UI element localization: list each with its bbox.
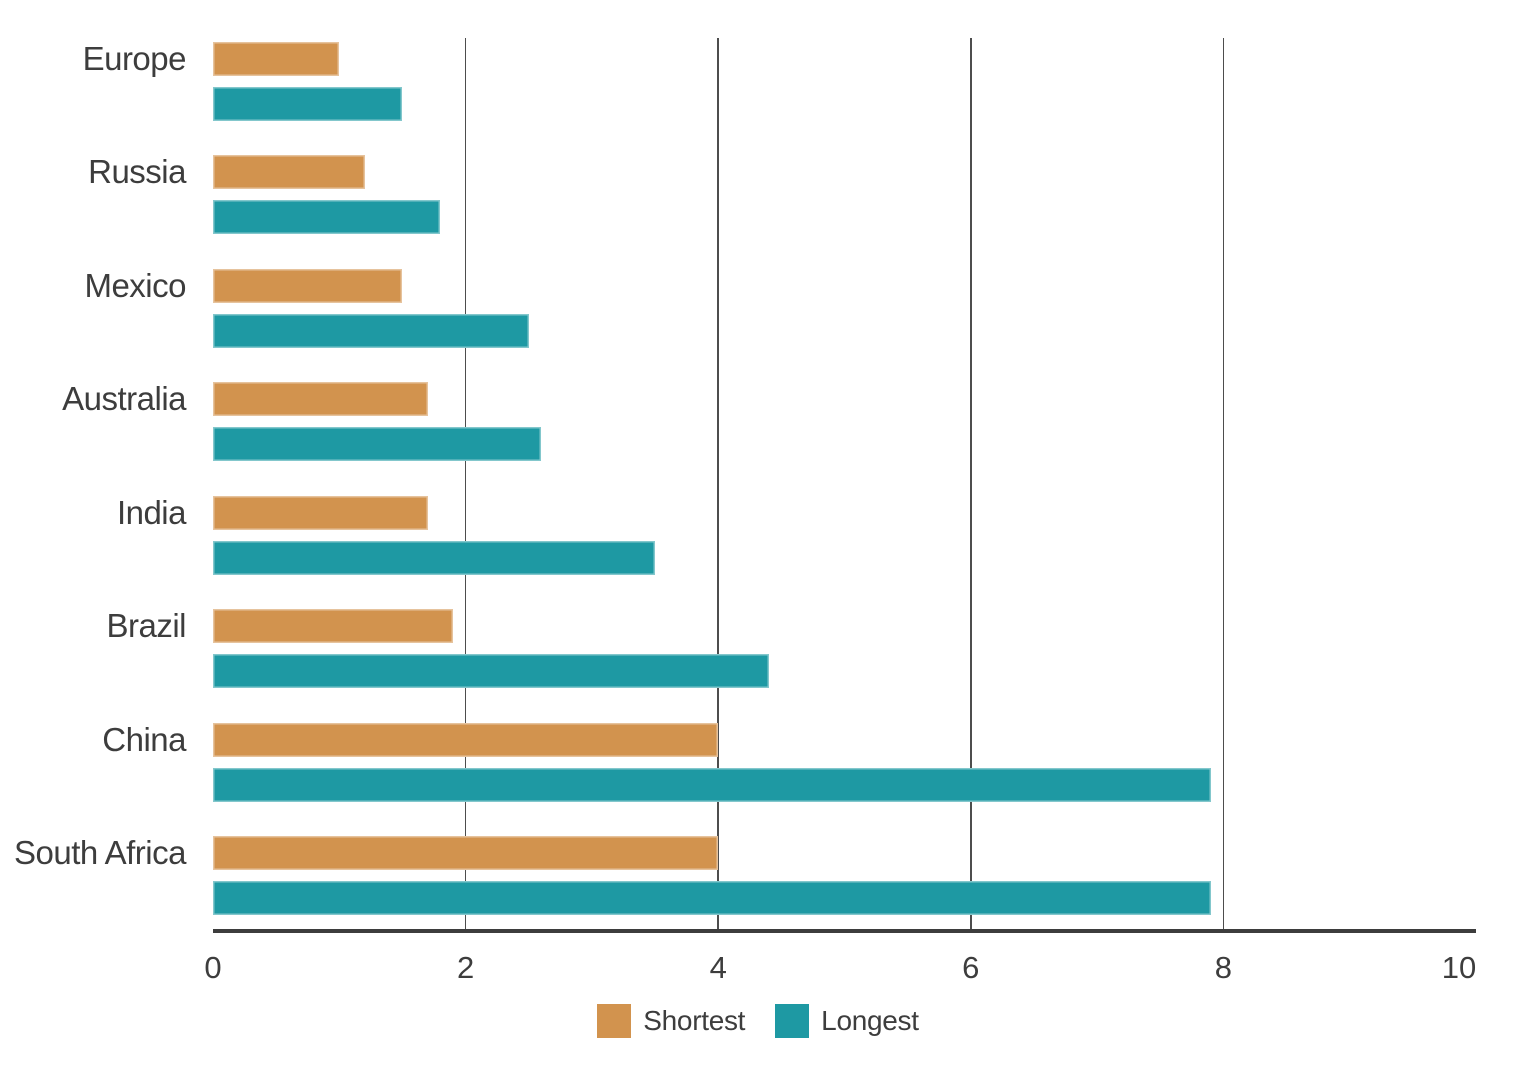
legend: Shortest Longest (0, 1004, 1516, 1038)
gridline-8 (1222, 38, 1225, 929)
x-tick-label-0: 0 (204, 950, 222, 985)
category-label-india: India (116, 493, 187, 531)
legend-label-longest: Longest (821, 1005, 919, 1036)
bar-europe-longest (213, 87, 403, 121)
category-label-mexico: Mexico (84, 266, 186, 304)
gridline-6 (970, 38, 972, 929)
x-tick-label-4: 4 (709, 950, 727, 985)
bar-australia-longest (213, 427, 542, 462)
gridline-4 (717, 38, 719, 929)
legend-swatch-shortest (597, 1004, 632, 1038)
bar-brazil-shortest (213, 609, 453, 644)
x-tick-label-8: 8 (1214, 950, 1233, 985)
bar-brazil-longest (213, 654, 769, 689)
category-label-europe: Europe (82, 40, 187, 77)
bar-europe-shortest (213, 42, 340, 76)
x-tick-label-10: 10 (1441, 950, 1477, 985)
bar-india-shortest (213, 495, 428, 530)
bar-india-longest (213, 540, 656, 575)
bar-south-africa-longest (213, 881, 1211, 916)
category-label-brazil: Brazil (106, 607, 186, 645)
bar-australia-shortest (213, 382, 428, 417)
bar-mexico-shortest (213, 268, 403, 303)
legend-item-shortest: Shortest (597, 1004, 745, 1038)
bar-russia-shortest (213, 155, 365, 190)
bar-south-africa-shortest (213, 836, 719, 871)
category-label-china: China (102, 720, 186, 758)
category-label-russia: Russia (88, 153, 186, 191)
gridline-2 (464, 38, 467, 929)
x-tick-label-2: 2 (456, 950, 475, 985)
bar-russia-longest (213, 200, 441, 235)
category-label-australia: Australia (62, 380, 186, 418)
bar-china-shortest (213, 722, 719, 757)
legend-swatch-longest (775, 1004, 810, 1038)
x-axis-line (213, 928, 1476, 933)
bar-mexico-longest (213, 313, 529, 348)
plot-area (213, 38, 1476, 933)
legend-item-longest: Longest (775, 1004, 919, 1038)
legend-label-shortest: Shortest (643, 1005, 746, 1036)
x-tick-label-6: 6 (962, 950, 980, 985)
category-label-south-africa: South Africa (14, 834, 186, 872)
bar-china-longest (213, 767, 1211, 802)
